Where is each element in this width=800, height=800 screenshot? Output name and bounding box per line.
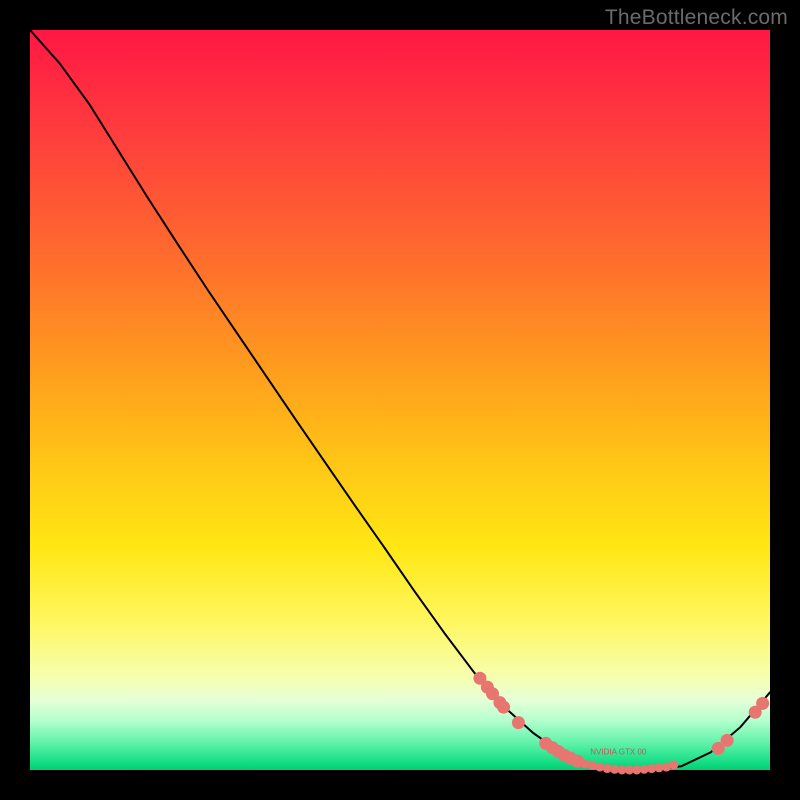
data-marker xyxy=(497,701,510,714)
stage: NVIDIA GTX 00 TheBottleneck.com xyxy=(0,0,800,800)
data-marker xyxy=(588,761,597,770)
data-marker xyxy=(581,760,590,769)
data-marker xyxy=(721,734,734,747)
data-marker xyxy=(595,763,604,772)
data-marker xyxy=(669,760,678,769)
watermark-text: TheBottleneck.com xyxy=(605,6,788,30)
plot-svg: NVIDIA GTX 00 xyxy=(0,0,800,800)
data-marker xyxy=(512,716,525,729)
marker-label: NVIDIA GTX 00 xyxy=(590,748,647,757)
data-marker xyxy=(756,697,769,710)
plot-background xyxy=(30,30,770,770)
